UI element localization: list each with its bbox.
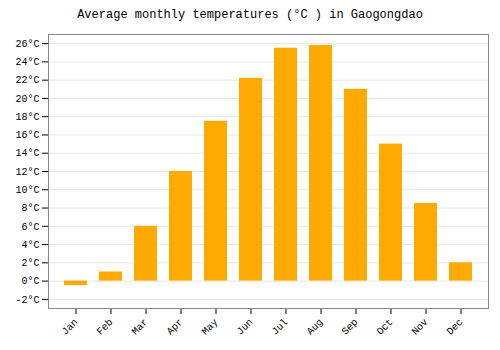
svg-text:4°C: 4°C xyxy=(21,240,39,251)
svg-text:Dec: Dec xyxy=(445,317,466,338)
html-text:Average monthly temperatures (: Average monthly temperatures (°C ) in Ga… xyxy=(77,8,423,22)
svg-text:16°C: 16°C xyxy=(15,130,39,141)
svg-text:6°C: 6°C xyxy=(21,222,39,233)
svg-text:Jun: Jun xyxy=(235,317,256,338)
svg-text:Sep: Sep xyxy=(340,317,361,338)
svg-text:Apr: Apr xyxy=(165,317,186,338)
svg-text:Feb: Feb xyxy=(95,317,116,338)
svg-text:Mar: Mar xyxy=(130,317,151,338)
svg-text:Nov: Nov xyxy=(410,317,431,338)
svg-text:2°C: 2°C xyxy=(21,258,39,269)
svg-text:18°C: 18°C xyxy=(15,112,39,123)
svg-text:20°C: 20°C xyxy=(15,94,39,105)
svg-text:24°C: 24°C xyxy=(15,57,39,68)
svg-text:-2°C: -2°C xyxy=(15,295,39,306)
svg-text:26°C: 26°C xyxy=(15,39,39,50)
svg-text:10°C: 10°C xyxy=(15,185,39,196)
svg-text:May: May xyxy=(200,317,221,338)
svg-text:Jul: Jul xyxy=(270,317,291,338)
svg-text:8°C: 8°C xyxy=(21,203,39,214)
svg-text:0°C: 0°C xyxy=(21,276,39,287)
svg-text:12°C: 12°C xyxy=(15,167,39,178)
svg-text:Aug: Aug xyxy=(305,317,326,338)
svg-text:22°C: 22°C xyxy=(15,75,39,86)
svg-text:Oct: Oct xyxy=(375,317,396,338)
svg-text:14°C: 14°C xyxy=(15,148,39,159)
svg-text:Jan: Jan xyxy=(60,317,81,338)
